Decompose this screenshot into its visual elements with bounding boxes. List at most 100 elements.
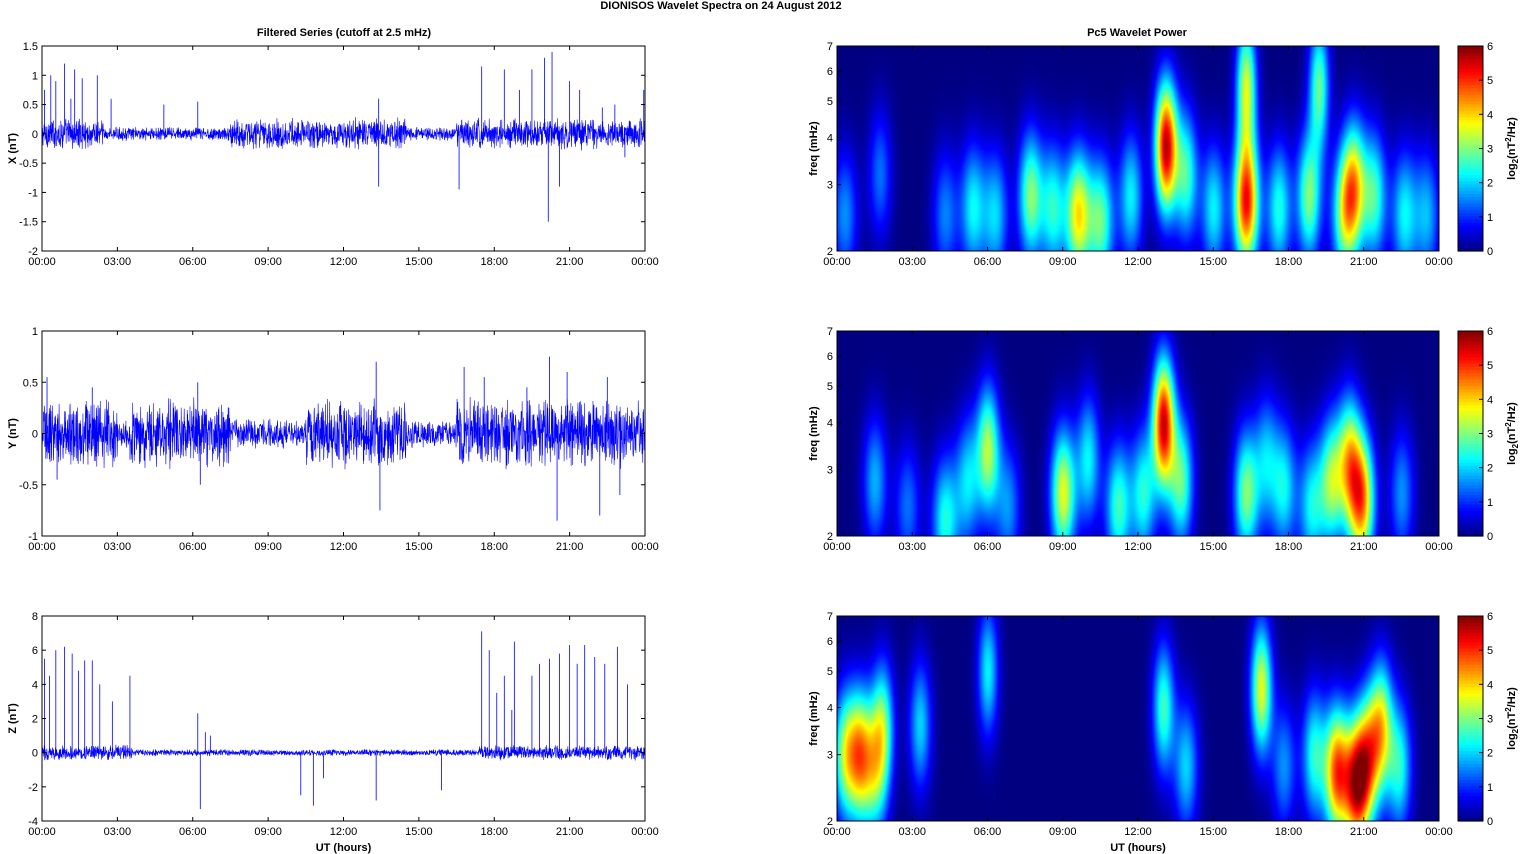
colorbar-tick-label: 5 [1487, 645, 1493, 657]
colorbar-segment [1458, 106, 1483, 111]
colorbar-segment [1458, 151, 1483, 156]
colorbar-segment [1458, 218, 1483, 223]
colorbar-tick-label: 0 [1487, 816, 1493, 828]
colorbar-tick-label: 1 [1487, 212, 1493, 224]
x-tick-label: 06:00 [974, 256, 1002, 268]
colorbar-segment [1458, 391, 1483, 396]
x-tick-label: 12:00 [330, 826, 358, 838]
colorbar-segment [1458, 359, 1483, 364]
colorbar-segment [1458, 737, 1483, 742]
colorbar-segment [1458, 228, 1483, 233]
y-tick-label: 5 [827, 666, 833, 678]
colorbar-segment [1458, 186, 1483, 191]
colorbar-segment [1458, 728, 1483, 732]
colorbar-label: log2(nT2/Hz) [1504, 402, 1520, 465]
y-tick-label: 0 [32, 129, 38, 141]
colorbar-segment [1458, 199, 1483, 204]
x-wavelet-panel: 2 3 4 5 6 7 freq (mHz) 00:00 03:00 06:00 09:00 12:0… [808, 41, 1520, 268]
colorbar-segment [1458, 481, 1483, 486]
colorbar-segment [1458, 740, 1483, 745]
colorbar-segment [1458, 439, 1483, 444]
y-tick-label: -4 [28, 816, 38, 828]
x-tick-label: 00:00 [28, 541, 56, 553]
colorbar-segment [1458, 494, 1483, 499]
colorbar-segment [1458, 116, 1483, 121]
x-tick-label: 21:00 [1350, 541, 1378, 553]
colorbar-segment [1458, 651, 1483, 656]
y-axis-label: freq (mHz) [808, 691, 820, 746]
colorbar-segment [1458, 78, 1483, 82]
colorbar-segment [1458, 664, 1483, 668]
y-tick-label: 4 [827, 418, 833, 430]
colorbar-segment [1458, 113, 1483, 118]
y-tick-label: -0.5 [19, 480, 38, 492]
x-tick-label: 00:00 [823, 541, 851, 553]
colorbar-segment [1458, 331, 1483, 335]
colorbar-tick-label: 0 [1487, 246, 1493, 258]
colorbar-segment [1458, 404, 1483, 409]
plot-area [42, 616, 645, 821]
x-tick-label: 18:00 [1275, 826, 1303, 838]
colorbar-segment [1458, 395, 1483, 399]
y-tick-label: 6 [827, 636, 833, 648]
z-wavelet-panel: 2 3 4 5 6 7 freq (mHz) 00:00 03:00 06:00 09:00 12:0… [808, 611, 1520, 854]
colorbar-segment [1458, 241, 1483, 246]
colorbar-segment [1458, 158, 1483, 162]
x-tick-label: 06:00 [974, 826, 1002, 838]
y-tick-label: 7 [827, 326, 833, 338]
colorbar-segment [1458, 459, 1483, 463]
colorbar-segment [1458, 180, 1483, 185]
colorbar-tick-label: 1 [1487, 497, 1493, 509]
colorbar-segment [1458, 616, 1483, 620]
colorbar-tick-label: 2 [1487, 748, 1493, 760]
colorbar-label: log2(nT2/Hz) [1504, 117, 1520, 180]
colorbar-segment [1458, 484, 1483, 489]
x-tick-label: 03:00 [898, 826, 926, 838]
colorbar-segment [1458, 776, 1483, 780]
colorbar-segment [1458, 785, 1483, 790]
colorbar-label: log2(nT2/Hz) [1504, 687, 1520, 750]
y-axis-label: Z (nT) [7, 703, 19, 734]
colorbar-segment [1458, 347, 1483, 351]
colorbar-segment [1458, 756, 1483, 761]
colorbar-segment [1458, 523, 1483, 527]
y-tick-label: 1 [32, 70, 38, 82]
colorbar-segment [1458, 452, 1483, 457]
colorbar-segment [1458, 167, 1483, 172]
y-tick-label: 0 [32, 429, 38, 441]
colorbar-segment [1458, 798, 1483, 803]
x-tick-label: 00:00 [823, 256, 851, 268]
x-tick-label: 09:00 [254, 256, 282, 268]
colorbar-segment [1458, 516, 1483, 521]
y-tick-label: -0.5 [19, 158, 38, 170]
colorbar-segment [1458, 491, 1483, 495]
colorbar-segment [1458, 529, 1483, 534]
plot-area [42, 46, 645, 251]
colorbar-tick-label: 6 [1487, 326, 1493, 338]
colorbar-tick-label: 1 [1487, 782, 1493, 794]
colorbar-segment [1458, 811, 1483, 816]
colorbar-segment [1458, 696, 1483, 700]
colorbar-segment [1458, 814, 1483, 819]
y-tick-label: 3 [827, 750, 833, 762]
y-series-panel: -1 -0.5 0 0.5 1 Y (nT) 00:00 03:00 06:00 09:00 12:… [7, 326, 659, 553]
x-tick-label: 00:00 [631, 541, 659, 553]
colorbar-segment [1458, 81, 1483, 86]
colorbar-segment [1458, 356, 1483, 361]
colorbar-segment [1458, 478, 1483, 483]
colorbar-segment [1458, 619, 1483, 624]
y-wavelet-panel: 2 3 4 5 6 7 freq (mHz) 00:00 03:00 06:00 09:00 12:0… [808, 326, 1520, 553]
colorbar-segment [1458, 142, 1483, 146]
colorbar-tick-label: 6 [1487, 41, 1493, 53]
colorbar-segment [1458, 148, 1483, 153]
colorbar-segment [1458, 497, 1483, 502]
x-tick-label: 00:00 [28, 826, 56, 838]
colorbar-tick-label: 4 [1487, 109, 1493, 121]
colorbar-segment [1458, 231, 1483, 236]
y-tick-label: 2 [827, 246, 833, 258]
x-tick-label: 12:00 [1124, 541, 1152, 553]
colorbar-segment [1458, 715, 1483, 720]
colorbar-tick-label: 3 [1487, 714, 1493, 726]
y-tick-label: 6 [32, 645, 38, 657]
colorbar-segment [1458, 94, 1483, 98]
